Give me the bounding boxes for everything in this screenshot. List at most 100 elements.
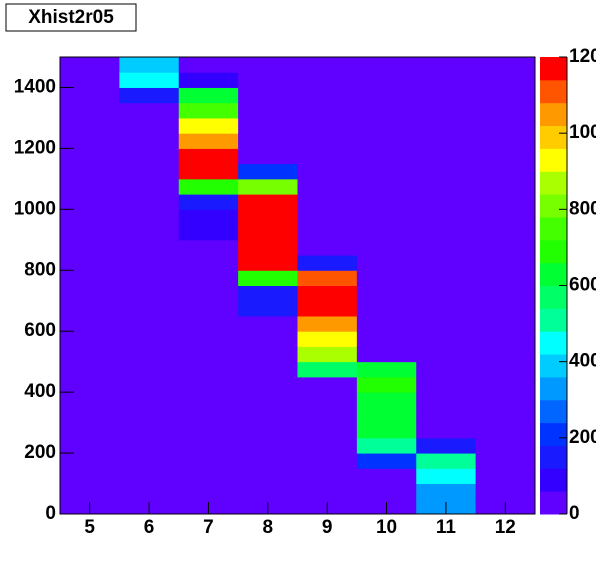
heat-cell — [297, 437, 358, 454]
heat-cell — [178, 178, 239, 195]
heat-cell — [416, 392, 477, 408]
heat-cell — [178, 163, 239, 180]
heat-cell — [238, 422, 298, 439]
heat-cell — [356, 422, 417, 439]
x-tick-label: 9 — [322, 517, 333, 538]
heat-cell — [178, 148, 239, 165]
heat-cell — [238, 87, 298, 104]
heat-cell — [60, 148, 120, 165]
heat-cell — [297, 346, 358, 363]
heat-cell — [238, 468, 298, 485]
heat-cell — [238, 407, 298, 424]
heat-cell — [60, 315, 120, 332]
heat-cell — [238, 346, 298, 363]
heat-cell — [178, 133, 239, 149]
heat-cell — [238, 437, 298, 454]
heat-cell — [297, 392, 358, 408]
heat-cell — [119, 255, 180, 271]
heat-cell — [297, 422, 358, 439]
heat-cell — [178, 209, 239, 226]
heat-cell — [475, 285, 536, 302]
heat-cell — [475, 422, 536, 439]
heat-cell — [60, 361, 120, 378]
heat-cell — [178, 331, 239, 347]
heat-cell — [297, 453, 358, 469]
x-tick-label: 7 — [203, 517, 214, 538]
z-tick-label: 200 — [569, 427, 596, 448]
x-tick-label: 12 — [495, 517, 516, 538]
heat-cell — [60, 285, 120, 302]
heat-cell — [297, 468, 358, 485]
heat-cell — [475, 453, 536, 469]
heat-cell — [475, 376, 536, 393]
heat-cell — [475, 315, 536, 332]
heat-cell — [356, 209, 417, 226]
heat-cell — [178, 270, 239, 286]
heat-cell — [475, 437, 536, 454]
heat-cell — [238, 148, 298, 165]
heat-cell — [60, 468, 120, 485]
heat-cell — [416, 133, 477, 149]
heat-cell — [297, 331, 358, 347]
heat-cell — [356, 392, 417, 408]
heat-cell — [297, 178, 358, 195]
heat-cell — [119, 422, 180, 439]
heat-cell — [60, 300, 120, 317]
heat-cell — [119, 117, 180, 134]
heat-cell — [60, 178, 120, 195]
heat-cell — [60, 194, 120, 210]
heat-cell — [119, 102, 180, 119]
heat-cell — [416, 117, 477, 134]
heat-cell — [475, 239, 536, 256]
heat-cell — [178, 194, 239, 210]
heat-cell — [297, 194, 358, 210]
heat-cell — [119, 239, 180, 256]
heat-cell — [60, 57, 120, 73]
heat-cell — [297, 102, 358, 119]
color-bar-segment — [540, 148, 567, 172]
y-tick-label: 1400 — [14, 76, 56, 97]
heat-cell — [178, 72, 239, 88]
heat-cell — [238, 331, 298, 347]
heat-cell — [475, 224, 536, 241]
plot-frame — [59, 56, 536, 515]
heat-cell — [60, 133, 120, 149]
heat-cell — [119, 133, 180, 149]
color-bar-segment — [540, 171, 567, 195]
heat-cell — [475, 346, 536, 363]
heat-cell — [178, 57, 239, 73]
color-bar-segment — [540, 216, 567, 241]
heat-cell — [178, 315, 239, 332]
heat-cell — [356, 255, 417, 271]
color-bar-segment — [540, 468, 567, 492]
y-tick-label: 0 — [45, 503, 56, 524]
heat-cell — [60, 407, 120, 424]
color-bar-segment — [540, 194, 567, 218]
heat-cell — [238, 315, 298, 332]
heat-cell — [475, 148, 536, 165]
z-tick-label: 1000 — [569, 122, 596, 143]
heat-cell — [297, 255, 358, 271]
heat-cell — [297, 407, 358, 424]
heat-cell — [60, 117, 120, 134]
heat-cell — [119, 87, 180, 104]
heat-cell — [178, 346, 239, 363]
heat-cell — [178, 255, 239, 271]
heat-cell — [356, 407, 417, 424]
color-bar-segment — [540, 79, 567, 104]
heat-cell — [297, 483, 358, 500]
z-tick-label: 400 — [569, 351, 596, 372]
heat-cell — [356, 57, 417, 73]
y-tick-label: 1000 — [14, 198, 56, 219]
heat-cell — [475, 163, 536, 180]
heat-cell — [119, 437, 180, 454]
heat-cell — [60, 346, 120, 363]
heat-cell — [416, 87, 477, 104]
heat-cell — [60, 376, 120, 393]
heat-cell — [178, 285, 239, 302]
heat-cell — [60, 209, 120, 226]
heat-cell — [119, 483, 180, 500]
x-tick-label: 11 — [436, 517, 457, 538]
heat-cell — [297, 72, 358, 88]
heat-cell — [475, 194, 536, 210]
